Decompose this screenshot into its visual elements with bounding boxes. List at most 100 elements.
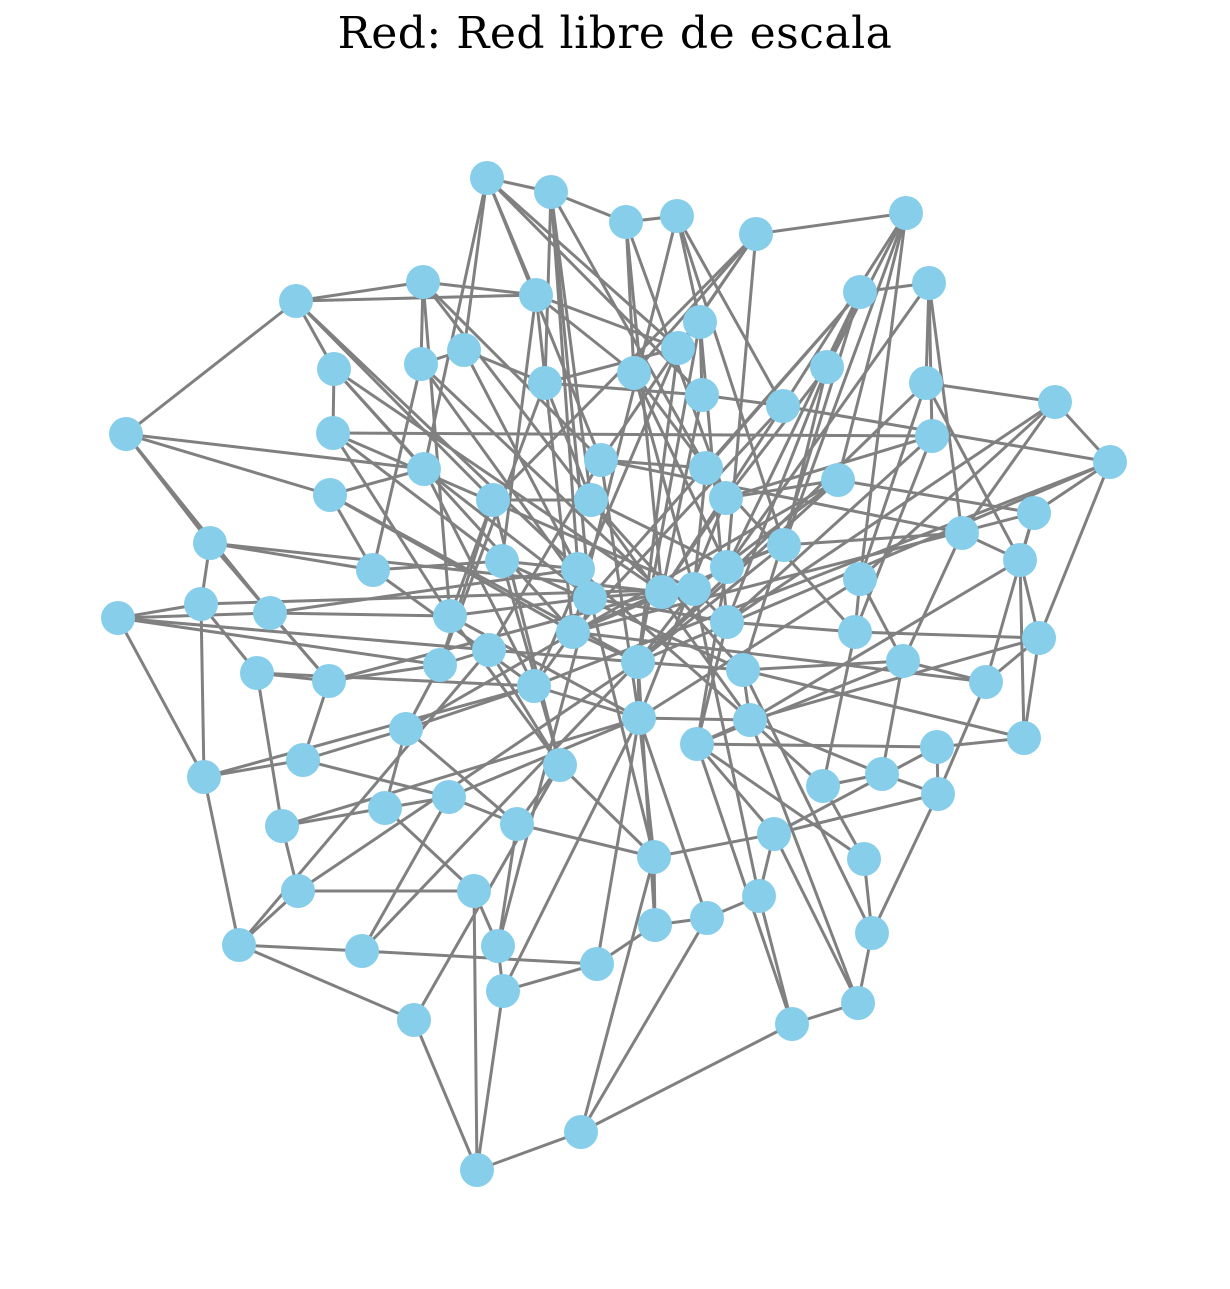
- graph-node: [1017, 496, 1051, 530]
- graph-node: [423, 648, 457, 682]
- graph-node: [279, 284, 313, 318]
- graph-edge: [675, 215, 785, 407]
- graph-node: [821, 463, 855, 497]
- graph-edge: [238, 943, 363, 953]
- graph-edge: [936, 681, 988, 795]
- graph-edge: [543, 382, 593, 501]
- graph-node: [1022, 621, 1056, 655]
- graph-edge: [332, 367, 575, 634]
- graph-node: [680, 727, 714, 761]
- graph-edge: [821, 631, 857, 787]
- graph-node: [843, 562, 877, 596]
- graph-node: [485, 544, 519, 578]
- graph-edge: [870, 793, 940, 934]
- graph-node: [481, 929, 515, 963]
- graph-node: [432, 780, 466, 814]
- graph-node: [253, 596, 287, 630]
- graph-edge: [589, 499, 752, 721]
- graph-edge: [773, 745, 938, 836]
- graph-node: [433, 599, 467, 633]
- graph-edge: [281, 806, 386, 828]
- graph-edge: [209, 541, 374, 572]
- graph-node: [564, 1115, 598, 1149]
- graph-node: [534, 175, 568, 209]
- graph-edge: [696, 742, 938, 749]
- graph-edge: [421, 281, 593, 501]
- graph-edge: [749, 558, 1021, 722]
- graph-edge: [858, 382, 928, 580]
- graph-node: [584, 443, 618, 477]
- graph-node: [580, 947, 614, 981]
- graph-edge: [696, 659, 904, 746]
- graph-edge: [579, 917, 709, 1133]
- graph-edge: [1018, 559, 1026, 739]
- graph-edge: [295, 280, 424, 303]
- graph-node: [1003, 543, 1037, 577]
- graph-edge: [269, 611, 451, 618]
- graph-edge: [372, 559, 503, 572]
- graph-node: [733, 703, 767, 737]
- graph-edge: [419, 362, 664, 594]
- graph-edge: [837, 478, 1035, 515]
- graph-edge: [742, 668, 1025, 740]
- graph-edge: [858, 212, 908, 580]
- graph-edge: [782, 212, 908, 546]
- graph-node: [920, 730, 954, 764]
- graph-node: [460, 1153, 494, 1187]
- graph-node: [685, 378, 719, 412]
- graph-edge: [295, 293, 537, 303]
- graph-node: [909, 366, 943, 400]
- graph-node: [472, 633, 506, 667]
- graph-node: [500, 807, 534, 841]
- graph-edge: [749, 636, 1040, 722]
- graph-edge: [757, 895, 794, 1025]
- graph-edge: [632, 233, 758, 374]
- graph-node: [742, 879, 776, 913]
- graph-edge: [749, 718, 883, 776]
- graph-node: [457, 874, 491, 908]
- graph-edge: [692, 588, 761, 897]
- graph-node: [222, 928, 256, 962]
- graph-node: [841, 986, 875, 1020]
- graph-edge: [448, 716, 640, 799]
- graph-node: [886, 644, 920, 678]
- graph-edge: [741, 291, 862, 671]
- graph-edge: [901, 532, 964, 662]
- graph-edge: [332, 431, 503, 563]
- graph-node: [187, 760, 221, 794]
- graph-edge: [535, 293, 679, 350]
- graph-edge: [486, 176, 679, 350]
- graph-edge: [200, 587, 695, 606]
- graph-edge: [853, 435, 934, 633]
- graph-node: [617, 356, 651, 390]
- graph-edge: [333, 367, 663, 594]
- graph-node: [109, 417, 143, 451]
- graph-node: [312, 664, 346, 698]
- graph-edge: [405, 727, 518, 826]
- graph-edge: [773, 792, 939, 836]
- graph-edge: [637, 543, 785, 664]
- graph-edge: [448, 499, 495, 617]
- graph-edge: [726, 620, 856, 634]
- graph-edge: [725, 434, 934, 624]
- graph-node: [637, 840, 671, 874]
- graph-edge: [704, 291, 862, 469]
- graph-edge: [412, 1019, 479, 1171]
- graph-edge: [660, 394, 704, 593]
- graph-node: [757, 817, 791, 851]
- graph-node: [356, 553, 390, 587]
- graph-edge: [924, 382, 1022, 561]
- graph-edge: [462, 177, 489, 351]
- graph-node: [286, 743, 320, 777]
- graph-edge: [748, 719, 860, 1004]
- graph-edge: [638, 716, 751, 722]
- graph-edge: [281, 716, 640, 828]
- graph-edge: [449, 614, 640, 720]
- graph-node: [889, 196, 923, 230]
- graph-node: [726, 653, 760, 687]
- graph-node: [573, 581, 607, 615]
- graph-edge: [836, 212, 908, 481]
- graph-edge: [637, 497, 728, 719]
- graph-edge: [501, 717, 641, 992]
- graph-edge: [772, 833, 860, 1004]
